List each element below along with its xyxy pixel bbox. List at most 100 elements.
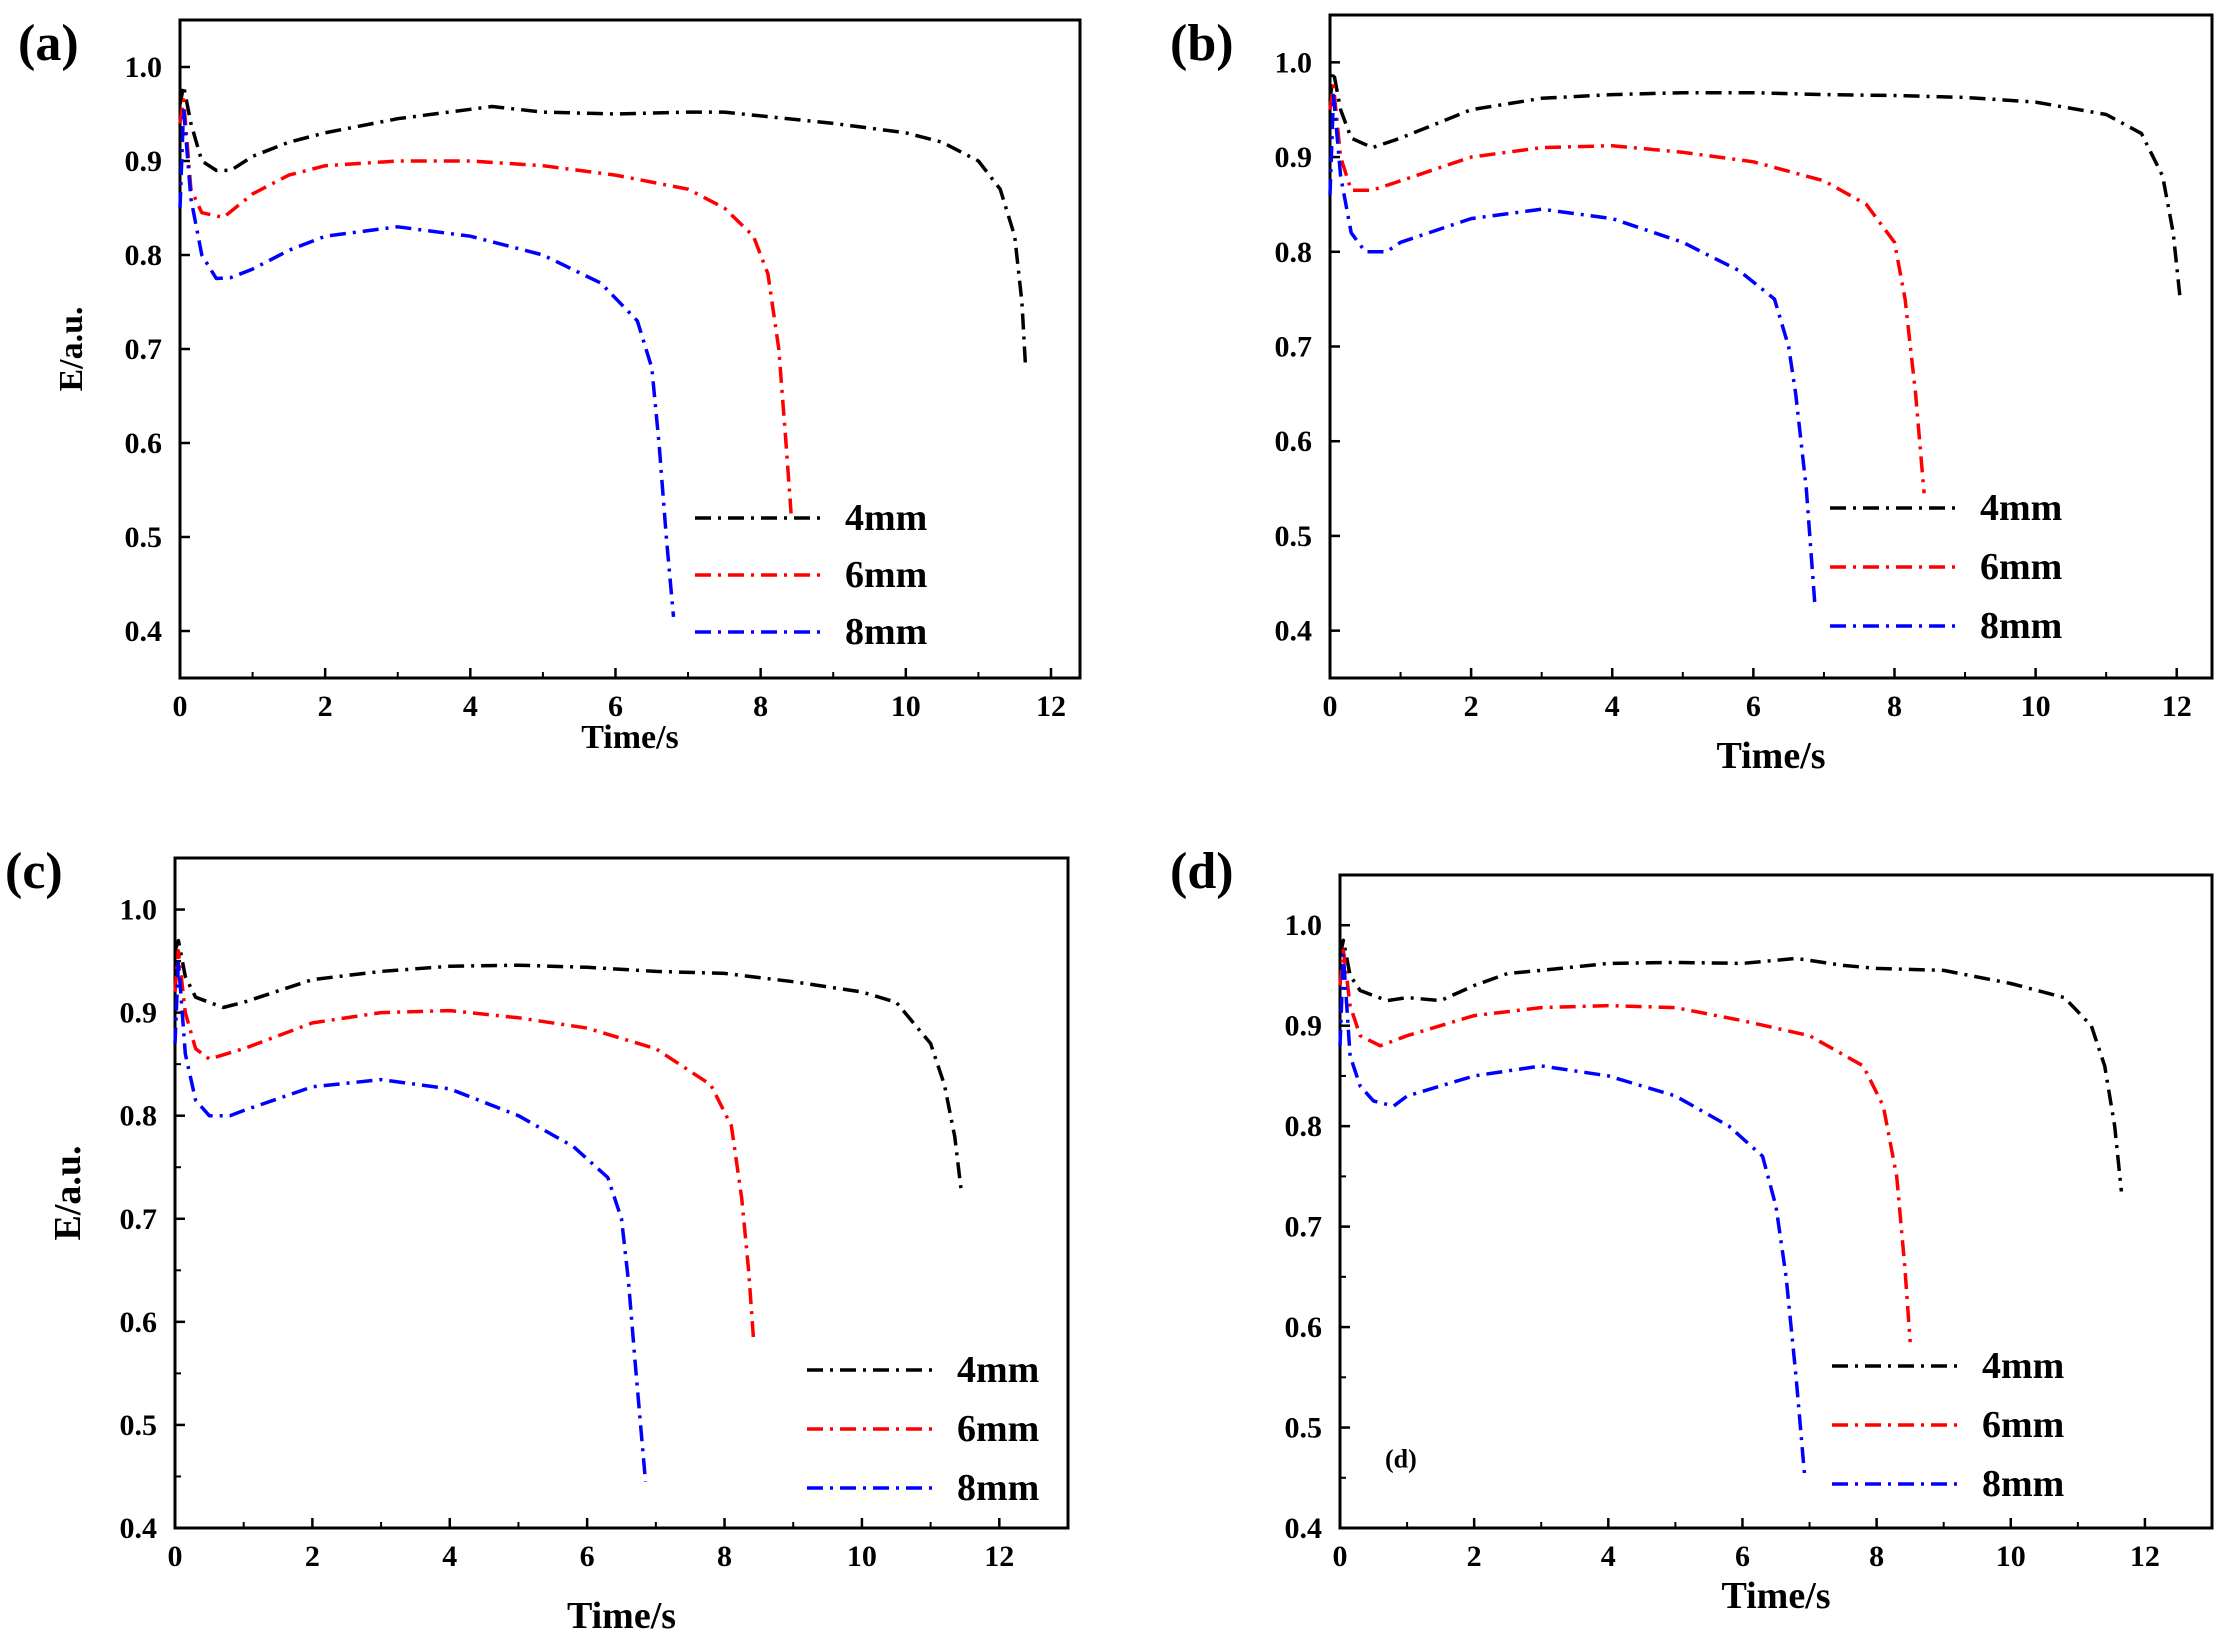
y-tick-label: 0.4 [1285, 1512, 1323, 1545]
series-line-6mm [1338, 948, 1912, 1343]
x-tick-label: 6 [1746, 690, 1761, 723]
x-tick-label: 10 [1996, 1540, 2026, 1573]
x-axis-label: Time/s [1721, 1575, 1830, 1617]
legend-label-8mm: 8mm [1982, 1463, 2064, 1505]
x-tick-label: 4 [1605, 690, 1620, 723]
x-tick-label: 10 [2021, 690, 2051, 723]
y-tick-label: 0.6 [1275, 425, 1313, 458]
x-tick-label: 0 [168, 1540, 183, 1573]
series-line-4mm [173, 938, 964, 1194]
legend-label-4mm: 4mm [957, 1349, 1039, 1391]
y-tick-label: 0.6 [120, 1306, 158, 1339]
legend-label-4mm: 4mm [1982, 1345, 2064, 1387]
panel-d: 0 2 4 6 8 10 12 0.4 0.5 0.6 0.7 0.8 0.9 1.0 Time/s (d) (… [1170, 843, 2214, 1617]
x-tick-label: 2 [318, 690, 333, 723]
x-tick-label: 2 [1467, 1540, 1482, 1573]
y-axis-label: E/a.u. [47, 1145, 89, 1240]
series-line-4mm [178, 84, 1028, 368]
y-tick-label: 0.7 [1275, 331, 1313, 364]
y-tick-label: 0.5 [120, 1409, 158, 1442]
y-tick-label: 0.5 [1275, 520, 1313, 553]
y-tick-label: 0.8 [120, 1100, 158, 1133]
series-line-8mm [173, 959, 648, 1482]
panel-a: 0 2 4 6 8 10 12 0.4 0.5 0.6 0.7 0.8 0.9 1.0 Time/s E/a.… [18, 15, 1082, 756]
series-line-6mm [1328, 84, 1926, 494]
legend-label-6mm: 6mm [957, 1408, 1039, 1450]
y-tick-label: 1.0 [125, 51, 163, 84]
x-tick-label: 12 [1036, 690, 1066, 723]
y-tick-label: 0.8 [1275, 236, 1313, 269]
panel-b: 0 2 4 6 8 10 12 0.4 0.5 0.6 0.7 0.8 0.9 1.0 Time/s (b) 4… [1170, 13, 2214, 777]
series-line-8mm [1338, 953, 1807, 1478]
y-tick-label: 0.6 [125, 427, 163, 460]
x-tick-label: 4 [463, 690, 478, 723]
x-tick-label: 12 [984, 1540, 1014, 1573]
panel-c: 0 2 4 6 8 10 12 0.4 0.5 0.6 0.7 0.8 0.9 1.0 Time/s E/a.… [5, 843, 1070, 1637]
x-axis-label: Time/s [581, 719, 679, 756]
plot-frame [173, 856, 1070, 1530]
plot-frame [178, 18, 1082, 680]
panel-label: (c) [5, 843, 63, 900]
legend-label-6mm: 6mm [1980, 546, 2062, 588]
y-tick-label: 0.4 [125, 615, 163, 648]
panel-label: (b) [1170, 15, 1234, 72]
legend-label-4mm: 4mm [1980, 487, 2062, 529]
x-tick-label: 4 [1601, 1540, 1616, 1573]
x-tick-label: 8 [717, 1540, 732, 1573]
x-tick-label: 6 [608, 690, 623, 723]
plot-frame [1338, 873, 2214, 1530]
x-tick-label: 6 [580, 1540, 595, 1573]
legend-label-8mm: 8mm [1980, 605, 2062, 647]
y-tick-label: 0.7 [1285, 1211, 1323, 1244]
y-tick-label: 1.0 [120, 894, 158, 927]
legend-label-6mm: 6mm [1982, 1404, 2064, 1446]
plot-frame [1328, 13, 2214, 680]
y-axis-label: E/a.u. [53, 306, 90, 391]
y-tick-label: 1.0 [1275, 46, 1313, 79]
y-tick-label: 0.7 [125, 333, 163, 366]
series-line-4mm [1338, 938, 2124, 1192]
y-tick-label: 0.8 [125, 239, 163, 272]
series-line-8mm [1328, 93, 1817, 603]
legend-label-8mm: 8mm [845, 611, 927, 653]
x-tick-label: 8 [1887, 690, 1902, 723]
y-tick-label: 0.4 [120, 1512, 158, 1545]
x-tick-label: 8 [1869, 1540, 1884, 1573]
panel-annotation: (d) [1385, 1445, 1417, 1474]
x-tick-label: 0 [1333, 1540, 1348, 1573]
y-tick-label: 0.5 [125, 521, 163, 554]
x-tick-label: 4 [442, 1540, 457, 1573]
y-tick-label: 0.9 [1285, 1010, 1323, 1043]
x-tick-label: 6 [1735, 1540, 1750, 1573]
x-tick-label: 0 [173, 690, 188, 723]
y-tick-label: 0.9 [120, 997, 158, 1030]
series-line-6mm [178, 98, 793, 514]
y-tick-label: 0.6 [1285, 1311, 1323, 1344]
x-axis-label: Time/s [567, 1595, 676, 1637]
x-tick-label: 2 [305, 1540, 320, 1573]
y-tick-label: 0.9 [125, 145, 163, 178]
y-tick-label: 0.5 [1285, 1412, 1323, 1445]
y-tick-label: 0.9 [1275, 141, 1313, 174]
x-axis-label: Time/s [1716, 735, 1825, 777]
x-tick-label: 2 [1464, 690, 1479, 723]
series-line-4mm [1328, 70, 2182, 300]
x-tick-label: 0 [1323, 690, 1338, 723]
y-tick-label: 0.7 [120, 1203, 158, 1236]
y-tick-label: 0.4 [1275, 615, 1313, 648]
series-line-8mm [178, 107, 676, 618]
series-line-6mm [173, 949, 756, 1338]
panel-label: (d) [1170, 843, 1234, 900]
legend-label-6mm: 6mm [845, 554, 927, 596]
legend-label-8mm: 8mm [957, 1467, 1039, 1509]
x-tick-label: 12 [2130, 1540, 2160, 1573]
x-tick-label: 10 [891, 690, 921, 723]
legend-label-4mm: 4mm [845, 497, 927, 539]
y-tick-label: 0.8 [1285, 1110, 1323, 1143]
x-tick-label: 8 [753, 690, 768, 723]
y-tick-label: 1.0 [1285, 909, 1323, 942]
x-tick-label: 12 [2162, 690, 2192, 723]
x-tick-label: 10 [847, 1540, 877, 1573]
panel-label: (a) [18, 15, 79, 72]
